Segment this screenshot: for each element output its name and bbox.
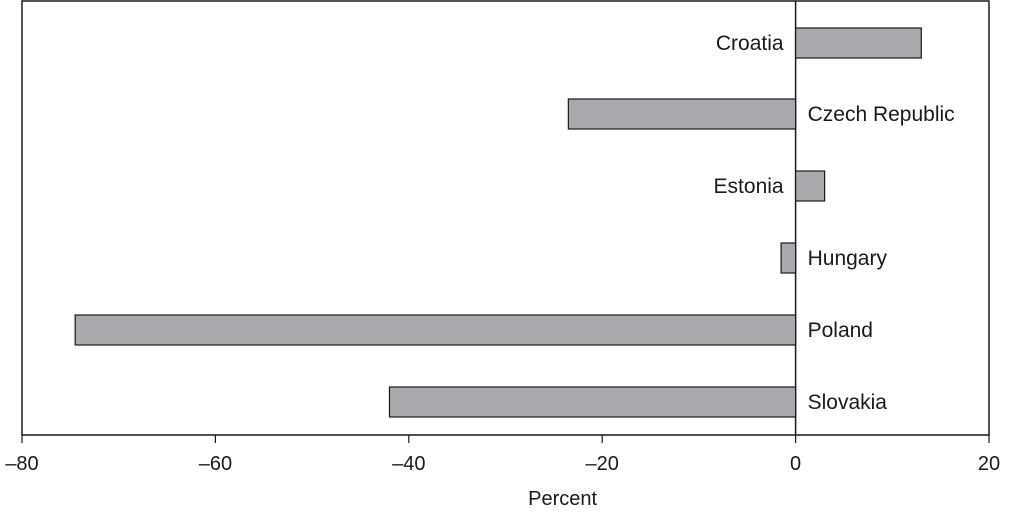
x-tick-label: 20 (978, 453, 1000, 475)
bar-czech-republic (567, 98, 797, 130)
category-label-slovakia: Slovakia (808, 391, 888, 414)
plot-area-frame (21, 0, 990, 436)
category-label-hungary: Hungary (808, 247, 888, 270)
x-tick-label: –40 (392, 453, 425, 475)
category-label-croatia: Croatia (716, 32, 784, 55)
category-label-poland: Poland (808, 319, 873, 342)
category-label-estonia: Estonia (714, 175, 784, 198)
x-tick-label: –20 (586, 453, 619, 475)
x-tick-label: –60 (199, 453, 232, 475)
x-axis-ticks-group: –80 –60 –40 –20 0 20 (5, 435, 1000, 475)
bar-croatia (794, 27, 922, 59)
x-tick-label: 0 (790, 453, 801, 475)
x-tick-label: –80 (5, 453, 38, 475)
bar-slovakia (388, 386, 797, 418)
bars-group (74, 27, 922, 418)
bar-poland (74, 314, 797, 346)
bar-hungary (780, 242, 797, 274)
category-label-czech-republic: Czech Republic (808, 103, 955, 126)
x-axis-title: Percent (528, 488, 597, 510)
bar-estonia (794, 170, 826, 202)
category-labels-group: Croatia Czech Republic Estonia Hungary Polan… (714, 32, 955, 414)
